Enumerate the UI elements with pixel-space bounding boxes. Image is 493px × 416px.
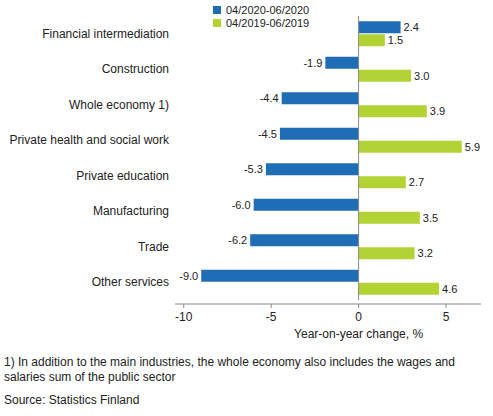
bar [359, 141, 462, 153]
data-label: -5.3 [244, 163, 263, 175]
data-label: 3.2 [418, 247, 433, 259]
bar [282, 92, 359, 104]
data-label: 3.5 [423, 212, 438, 224]
data-label: 4.6 [442, 283, 457, 295]
category-label: Other services [92, 275, 169, 289]
category-label: Financial intermediation [42, 27, 169, 41]
bars [201, 21, 462, 295]
data-label: 3.0 [414, 70, 429, 82]
data-label: -4.5 [258, 128, 277, 140]
data-label: -6.2 [228, 234, 247, 246]
data-label: 2.4 [404, 21, 419, 33]
data-label: 3.9 [430, 105, 445, 117]
data-label: -4.4 [260, 92, 279, 104]
bar [359, 283, 439, 295]
legend-label: 04/2020-06/2020 [226, 4, 309, 16]
category-label: Construction [102, 62, 169, 76]
tick [358, 304, 359, 308]
tick-label: -10 [175, 310, 193, 324]
data-label: -9.0 [179, 270, 198, 282]
chart: 2.41.5 -1.9 3.0 -4.4 3.9 -4.5 5.9 -5.3 2.7 -6.0 3.… [0, 0, 493, 416]
bar [359, 70, 411, 82]
legend: 04/2020-06/202004/2019-06/2019 [213, 4, 309, 29]
footnote: 1) In addition to the main industries, t… [4, 355, 484, 385]
tick [271, 304, 272, 308]
bar [359, 105, 427, 117]
legend-swatch [213, 6, 221, 14]
tick-label: 0 [355, 310, 362, 324]
category-label: Trade [138, 240, 169, 254]
tick [446, 304, 447, 308]
tick-label: -5 [266, 310, 277, 324]
bar [280, 128, 359, 140]
legend-label: 04/2019-06/2019 [226, 17, 309, 29]
x-axis [175, 304, 481, 305]
category-label: Whole economy 1) [69, 98, 169, 112]
tick [183, 304, 184, 308]
category-label: Private education [76, 169, 169, 183]
data-label: -1.9 [303, 57, 322, 69]
source: Source: Statistics Finland [4, 393, 484, 408]
bar [325, 57, 358, 69]
data-label: 5.9 [465, 141, 480, 153]
axis-title: Year-on-year change, % [294, 327, 423, 341]
zero-line [358, 16, 359, 300]
tick-label: 5 [443, 310, 450, 324]
data-label: 1.5 [388, 34, 403, 46]
data-label: -6.0 [232, 199, 251, 211]
data-label: 2.7 [409, 176, 424, 188]
bar [359, 247, 415, 259]
category-label: Manufacturing [93, 204, 169, 218]
category-label: Private health and social work [10, 133, 170, 147]
bar [359, 176, 406, 188]
bar [359, 34, 385, 46]
data-labels: 2.41.5 -1.9 3.0 -4.4 3.9 -4.5 5.9 -5.3 2.7 -6.0 3.… [179, 21, 480, 295]
bar [250, 234, 358, 246]
bar [254, 199, 359, 211]
legend-swatch [213, 19, 221, 27]
bar [266, 163, 359, 175]
bar [359, 21, 401, 33]
bar [201, 270, 358, 282]
bar [359, 212, 420, 224]
